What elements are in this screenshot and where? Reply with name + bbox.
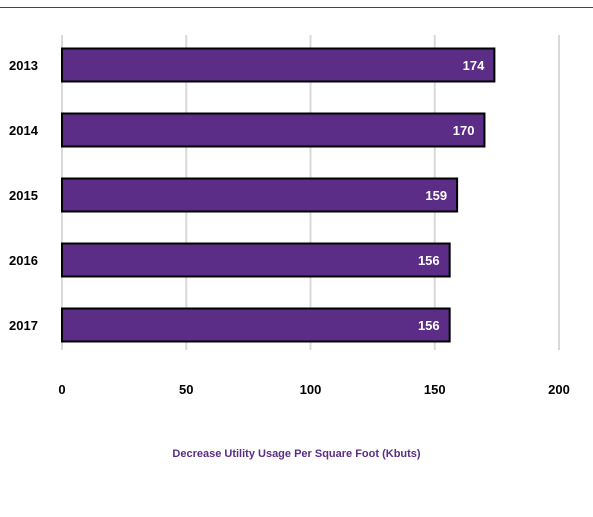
- bar-value-label: 170: [453, 123, 475, 138]
- bar-value-label: 156: [418, 318, 440, 333]
- x-tick-label: 200: [548, 382, 570, 397]
- category-label: 2014: [9, 123, 39, 138]
- bar: [61, 112, 486, 148]
- chart-title: Decrease Utility Usage Per Square Foot (…: [172, 448, 421, 460]
- bar: [61, 307, 451, 343]
- bar-chart: 174 170 159 156 156 2013 2014 2015 2016 2017 0 50…: [9, 35, 570, 397]
- bar-value-label: 156: [418, 253, 440, 268]
- category-label: 2016: [9, 253, 38, 268]
- category-label: 2017: [9, 318, 38, 333]
- category-labels: 2013 2014 2015 2016 2017: [9, 58, 39, 333]
- x-tick-label: 150: [424, 382, 446, 397]
- bars-group: 174 170 159 156 156: [61, 47, 496, 343]
- bar: [61, 242, 451, 278]
- bar-value-label: 174: [463, 58, 485, 73]
- category-label: 2013: [9, 58, 38, 73]
- x-tick-label: 0: [58, 382, 65, 397]
- x-axis-tick-labels: 0 50 100 150 200: [58, 382, 569, 397]
- category-label: 2015: [9, 188, 38, 203]
- bar: [61, 177, 459, 213]
- x-tick-label: 50: [179, 382, 193, 397]
- x-tick-label: 100: [300, 382, 322, 397]
- bar: [61, 47, 496, 83]
- bar-value-label: 159: [425, 188, 447, 203]
- top-divider-line: [0, 7, 593, 8]
